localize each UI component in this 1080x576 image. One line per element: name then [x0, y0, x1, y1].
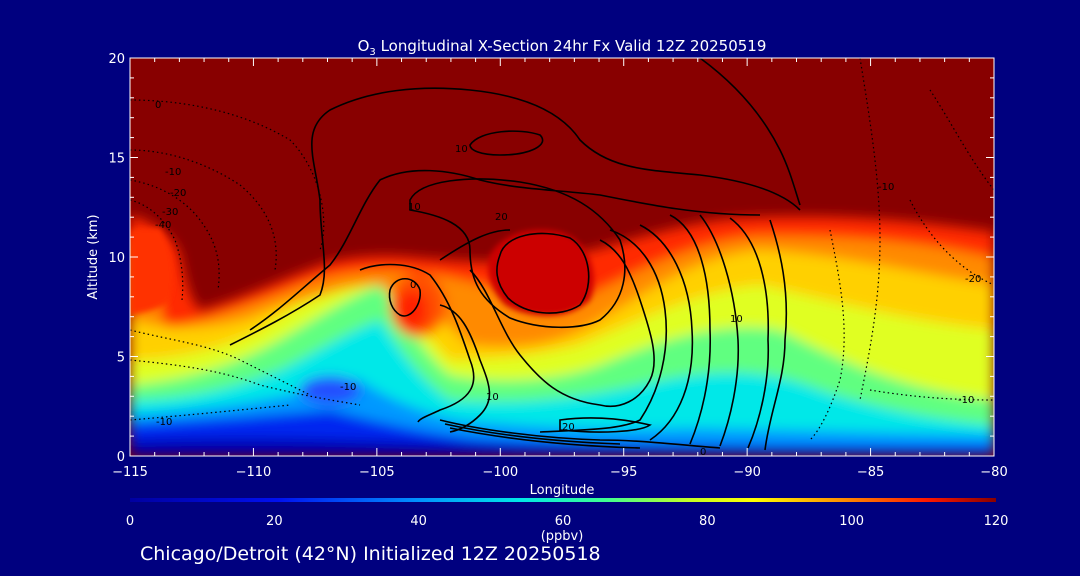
title-rest: Longitudinal X-Section 24hr Fx Valid 12Z… — [376, 37, 767, 55]
contour-label: 0 — [700, 447, 706, 458]
colorbar-tick-label: 40 — [410, 514, 427, 529]
y-axis: 0 5 10 15 20 — [108, 52, 994, 465]
contour-label: -10 — [156, 417, 172, 428]
contour-label: -10 — [878, 182, 894, 193]
title-prefix: O — [358, 37, 370, 55]
x-tick-label: −80 — [980, 465, 1007, 480]
colorbar-unit: (ppbv) — [541, 529, 584, 544]
contour-label: 10 — [455, 144, 468, 155]
colorbar-tick-label: 120 — [984, 514, 1009, 529]
x-tick-label: −95 — [610, 465, 637, 480]
x-tick-label: −100 — [482, 465, 518, 480]
negative-contours — [130, 58, 994, 441]
contour-label: -20 — [965, 274, 981, 285]
contour-label: 10 — [408, 202, 421, 213]
contour-label: -10 — [958, 395, 974, 406]
contour-label: 20 — [562, 422, 575, 433]
colorbar — [130, 498, 996, 502]
contour-label: -20 — [170, 188, 186, 199]
heatmap-field: 0 -10 -20 -30 -40 10 20 -10 10 0 10 20 1… — [130, 58, 994, 458]
y-tick-label: 15 — [108, 152, 125, 167]
contour-label: 0 — [155, 100, 161, 111]
y-tick-label: 5 — [117, 351, 125, 366]
x-tick-label: −110 — [236, 465, 272, 480]
contour-label: -30 — [162, 207, 178, 218]
x-axis: −115 −110 −105 −100 −95 −90 −85 −80 — [112, 58, 1008, 480]
colorbar-tick-label: 20 — [266, 514, 283, 529]
y-tick-label: 20 — [108, 52, 125, 67]
colorbar-tick-label: 60 — [555, 514, 572, 529]
contour-label: 10 — [486, 392, 499, 403]
contour-label: -10 — [340, 382, 356, 393]
contour-label: -10 — [165, 167, 181, 178]
contour-lines — [229, 58, 801, 451]
y-axis-label: Altitude (km) — [86, 214, 101, 299]
contour-label: 10 — [730, 314, 743, 325]
contour-label: 20 — [495, 212, 508, 223]
y-tick-label: 10 — [108, 251, 125, 266]
title-subscript: 3 — [369, 47, 375, 58]
colorbar-tick-label: 0 — [126, 514, 134, 529]
x-tick-label: −90 — [733, 465, 760, 480]
y-tick-label: 0 — [117, 450, 125, 465]
colorbar-ticks: 0 20 40 60 80 100 120 — [126, 514, 1009, 529]
chart-title: O3 Longitudinal X-Section 24hr Fx Valid … — [358, 37, 767, 58]
contour-label: 0 — [410, 280, 416, 291]
colorbar-tick-label: 80 — [699, 514, 716, 529]
contour-label: -40 — [155, 220, 171, 231]
x-axis-label: Longitude — [530, 483, 595, 498]
colorbar-tick-label: 100 — [839, 514, 864, 529]
x-tick-label: −115 — [112, 465, 148, 480]
x-tick-label: −105 — [359, 465, 395, 480]
figure-caption: Chicago/Detroit (42°N) Initialized 12Z 2… — [140, 543, 601, 565]
contour-labels: 0 -10 -20 -30 -40 10 20 -10 10 0 10 20 1… — [155, 100, 981, 458]
x-tick-label: −85 — [857, 465, 884, 480]
